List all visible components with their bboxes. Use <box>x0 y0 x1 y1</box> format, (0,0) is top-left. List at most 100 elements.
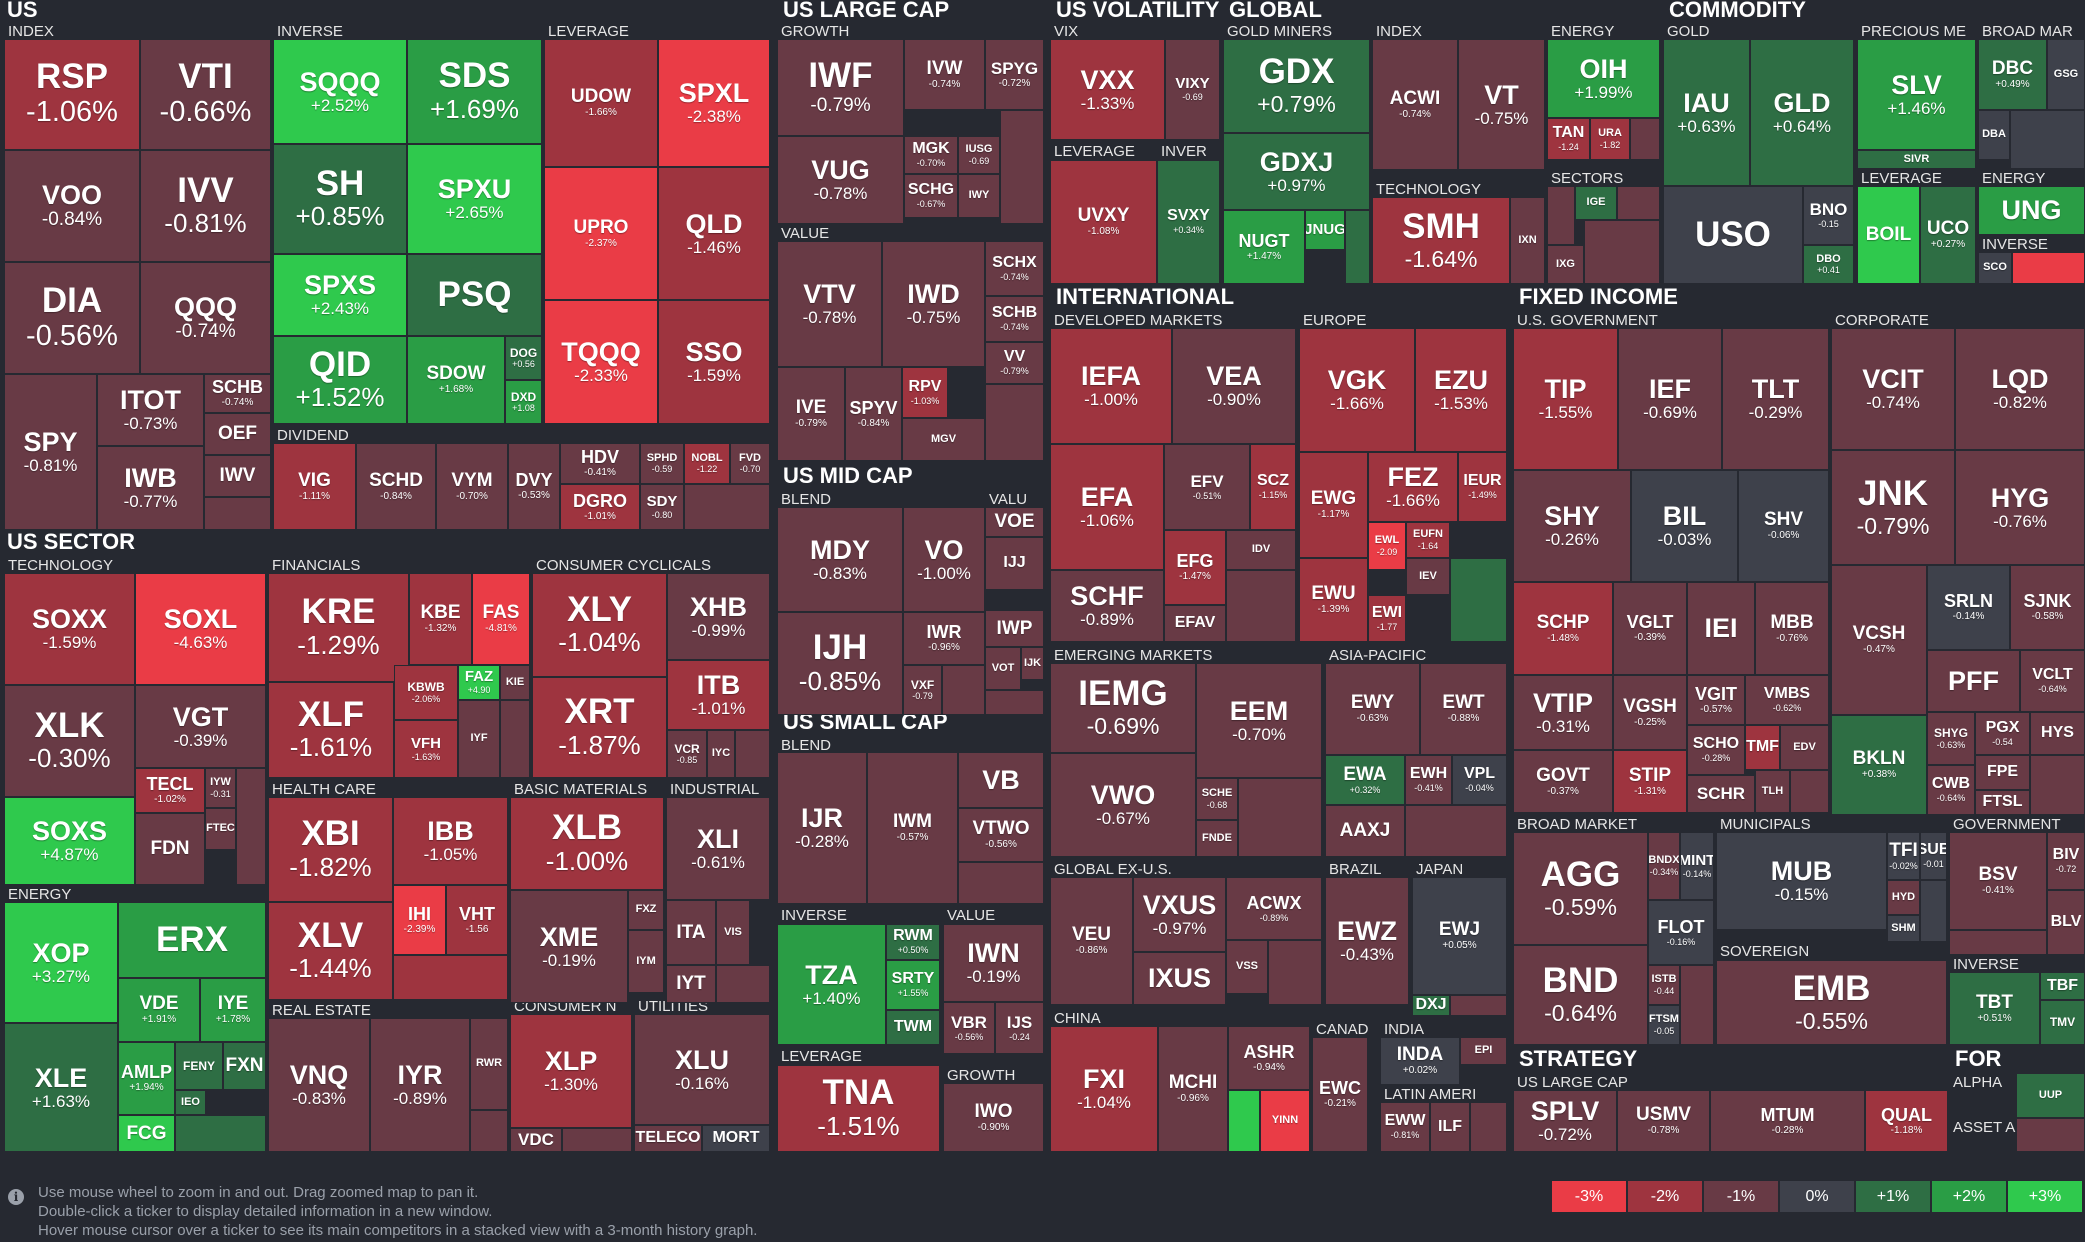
ticker-ixn[interactable]: IXN <box>1510 197 1545 284</box>
ticker-tbt[interactable]: TBT +0.51% <box>1949 972 2040 1045</box>
ticker-govt[interactable]: GOVT -0.37% <box>1513 750 1613 813</box>
ticker-itb[interactable]: ITB -1.01% <box>667 660 770 730</box>
ticker-vig[interactable]: VIG -1.11% <box>273 443 356 530</box>
ticker-yinn[interactable]: YINN <box>1260 1090 1310 1152</box>
ticker-mort[interactable]: MORT <box>702 1125 770 1152</box>
ticker-iwb[interactable]: IWB -0.77% <box>97 446 204 530</box>
ticker-vtwo[interactable]: VTWO -0.56% <box>958 808 1044 862</box>
minor-ticker-cluster[interactable] <box>1238 778 1322 857</box>
ticker-tip[interactable]: TIP -1.55% <box>1513 328 1618 470</box>
ticker-ewz[interactable]: EWZ -0.43% <box>1325 877 1409 1005</box>
minor-ticker-cluster[interactable] <box>175 1115 266 1152</box>
ticker-fcg[interactable]: FCG <box>118 1115 175 1152</box>
ticker-inda[interactable]: INDA +0.02% <box>1380 1037 1460 1085</box>
ticker-schb[interactable]: SCHB -0.74% <box>204 374 271 413</box>
ticker-ief[interactable]: IEF -0.69% <box>1618 328 1722 470</box>
ticker-tmf[interactable]: TMF <box>1745 725 1780 770</box>
ticker-erx[interactable]: ERX <box>118 902 266 978</box>
ticker-soxl[interactable]: SOXL -4.63% <box>135 573 266 685</box>
ticker-qqq[interactable]: QQQ -0.74% <box>140 262 271 374</box>
ticker-efg[interactable]: EFG -1.47% <box>1164 530 1226 605</box>
ticker-tlt[interactable]: TLT -0.29% <box>1722 328 1829 470</box>
ticker-spxl[interactable]: SPXL -2.38% <box>658 39 770 167</box>
ticker-vis[interactable]: VIS <box>716 900 750 965</box>
ticker-teleco[interactable]: TELECO <box>634 1125 702 1152</box>
ticker-ilf[interactable]: ILF <box>1430 1102 1470 1152</box>
ticker-fnde[interactable]: FNDE <box>1196 820 1238 857</box>
ticker-bkln[interactable]: BKLN +0.38% <box>1831 715 1927 815</box>
ticker-vxus[interactable]: VXUS -0.97% <box>1133 877 1226 952</box>
ticker-iei[interactable]: IEI <box>1687 582 1755 675</box>
ticker-smh[interactable]: SMH -1.64% <box>1372 197 1510 284</box>
ticker-ige[interactable]: IGE <box>1575 186 1617 220</box>
ticker-eww[interactable]: EWW -0.81% <box>1380 1102 1430 1152</box>
minor-ticker-cluster[interactable] <box>1584 220 1660 284</box>
ticker-vmbs[interactable]: VMBS -0.62% <box>1745 675 1829 725</box>
ticker-xli[interactable]: XLI -0.61% <box>666 797 770 900</box>
ticker-vot[interactable]: VOT <box>985 647 1021 690</box>
ticker-ewi[interactable]: EWI -1.77 <box>1368 595 1406 642</box>
ticker-hyd[interactable]: HYD <box>1887 880 1920 915</box>
ticker-rsp[interactable]: RSP -1.06% <box>4 39 140 150</box>
ticker-uso[interactable]: USO <box>1663 186 1803 284</box>
minor-ticker-cluster[interactable] <box>204 497 271 530</box>
ticker-hyg[interactable]: HYG -0.76% <box>1955 450 2085 565</box>
ticker-sphd[interactable]: SPHD -0.59 <box>640 443 684 484</box>
ticker-fxi[interactable]: FXI -1.04% <box>1050 1026 1158 1152</box>
ticker-efv[interactable]: EFV -0.51% <box>1164 444 1250 530</box>
ticker-fxn[interactable]: FXN <box>223 1042 266 1090</box>
ticker-tqqq[interactable]: TQQQ -2.33% <box>544 300 658 424</box>
ticker-kre[interactable]: KRE -1.29% <box>268 573 409 682</box>
minor-ticker-cluster[interactable] <box>2016 1118 2085 1152</box>
ticker-mgv[interactable]: MGV <box>902 418 985 461</box>
ticker-ijj[interactable]: IJJ <box>985 537 1044 590</box>
ticker-idv[interactable]: IDV <box>1226 530 1296 570</box>
ticker-bsv[interactable]: BSV -0.41% <box>1949 832 2047 930</box>
minor-ticker-cluster[interactable] <box>958 862 1044 904</box>
ticker-tfi[interactable]: TFI -0.02% <box>1887 832 1920 880</box>
ticker-iau[interactable]: IAU +0.63% <box>1663 39 1750 186</box>
minor-ticker-cluster[interactable] <box>1630 118 1660 160</box>
ticker-ihi[interactable]: IHI -2.39% <box>393 885 446 955</box>
ticker-rpv[interactable]: RPV -1.03% <box>902 367 948 418</box>
ticker-iwn[interactable]: IWN -0.19% <box>943 924 1044 1002</box>
minor-ticker-cluster[interactable] <box>1450 558 1507 642</box>
ticker-ijr[interactable]: IJR -0.28% <box>777 752 867 904</box>
ticker-iye[interactable]: IYE +1.78% <box>200 978 266 1042</box>
ticker-tecl[interactable]: TECL -1.02% <box>135 768 205 813</box>
ticker-ijk[interactable]: IJK <box>1021 647 1044 680</box>
ticker-tza[interactable]: TZA +1.40% <box>777 924 886 1045</box>
ticker-splv[interactable]: SPLV -0.72% <box>1513 1090 1617 1152</box>
ticker-pff[interactable]: PFF <box>1927 650 2020 712</box>
ticker-sche[interactable]: SCHE -0.68 <box>1196 778 1238 820</box>
ticker-mtum[interactable]: MTUM -0.28% <box>1710 1090 1865 1152</box>
ticker-vglt[interactable]: VGLT -0.39% <box>1613 582 1687 675</box>
ticker-ieo[interactable]: IEO <box>175 1090 206 1115</box>
ticker-mdy[interactable]: MDY -0.83% <box>777 507 903 612</box>
ticker-vdc[interactable]: VDC <box>510 1128 562 1152</box>
ticker-upro[interactable]: UPRO -2.37% <box>544 167 658 300</box>
ticker-shv[interactable]: SHV -0.06% <box>1738 470 1829 582</box>
ticker-agg[interactable]: AGG -0.59% <box>1513 832 1648 945</box>
ticker-ibb[interactable]: IBB -1.05% <box>393 797 508 885</box>
ticker-vti[interactable]: VTI -0.66% <box>140 39 271 150</box>
ticker-vss[interactable]: VSS <box>1226 940 1268 994</box>
ticker-kbe[interactable]: KBE -1.32% <box>409 573 472 665</box>
ticker-xlk[interactable]: XLK -0.30% <box>4 685 135 797</box>
ticker-schg[interactable]: SCHG -0.67% <box>904 174 958 218</box>
ticker-ewg[interactable]: EWG -1.17% <box>1299 452 1368 558</box>
ticker-spxu[interactable]: SPXU +2.65% <box>407 144 542 254</box>
ticker-iwy[interactable]: IWY <box>958 174 1000 218</box>
minor-ticker-cluster[interactable] <box>1790 770 1829 813</box>
ticker-vbr[interactable]: VBR -0.56% <box>943 1002 995 1054</box>
ticker-vug[interactable]: VUG -0.78% <box>777 136 904 224</box>
ticker-tlh[interactable]: TLH <box>1755 770 1790 813</box>
ticker-schr[interactable]: SCHR <box>1687 775 1755 813</box>
minor-ticker-cluster[interactable] <box>1268 940 1322 1005</box>
ticker-amlp[interactable]: AMLP +1.94% <box>118 1042 175 1115</box>
ticker-gsg[interactable]: GSG <box>2047 39 2085 110</box>
ticker-jnug[interactable]: JNUG <box>1305 210 1345 250</box>
ticker-mint[interactable]: MINT -0.14% <box>1680 832 1714 900</box>
ticker-iwm[interactable]: IWM -0.57% <box>867 752 958 904</box>
